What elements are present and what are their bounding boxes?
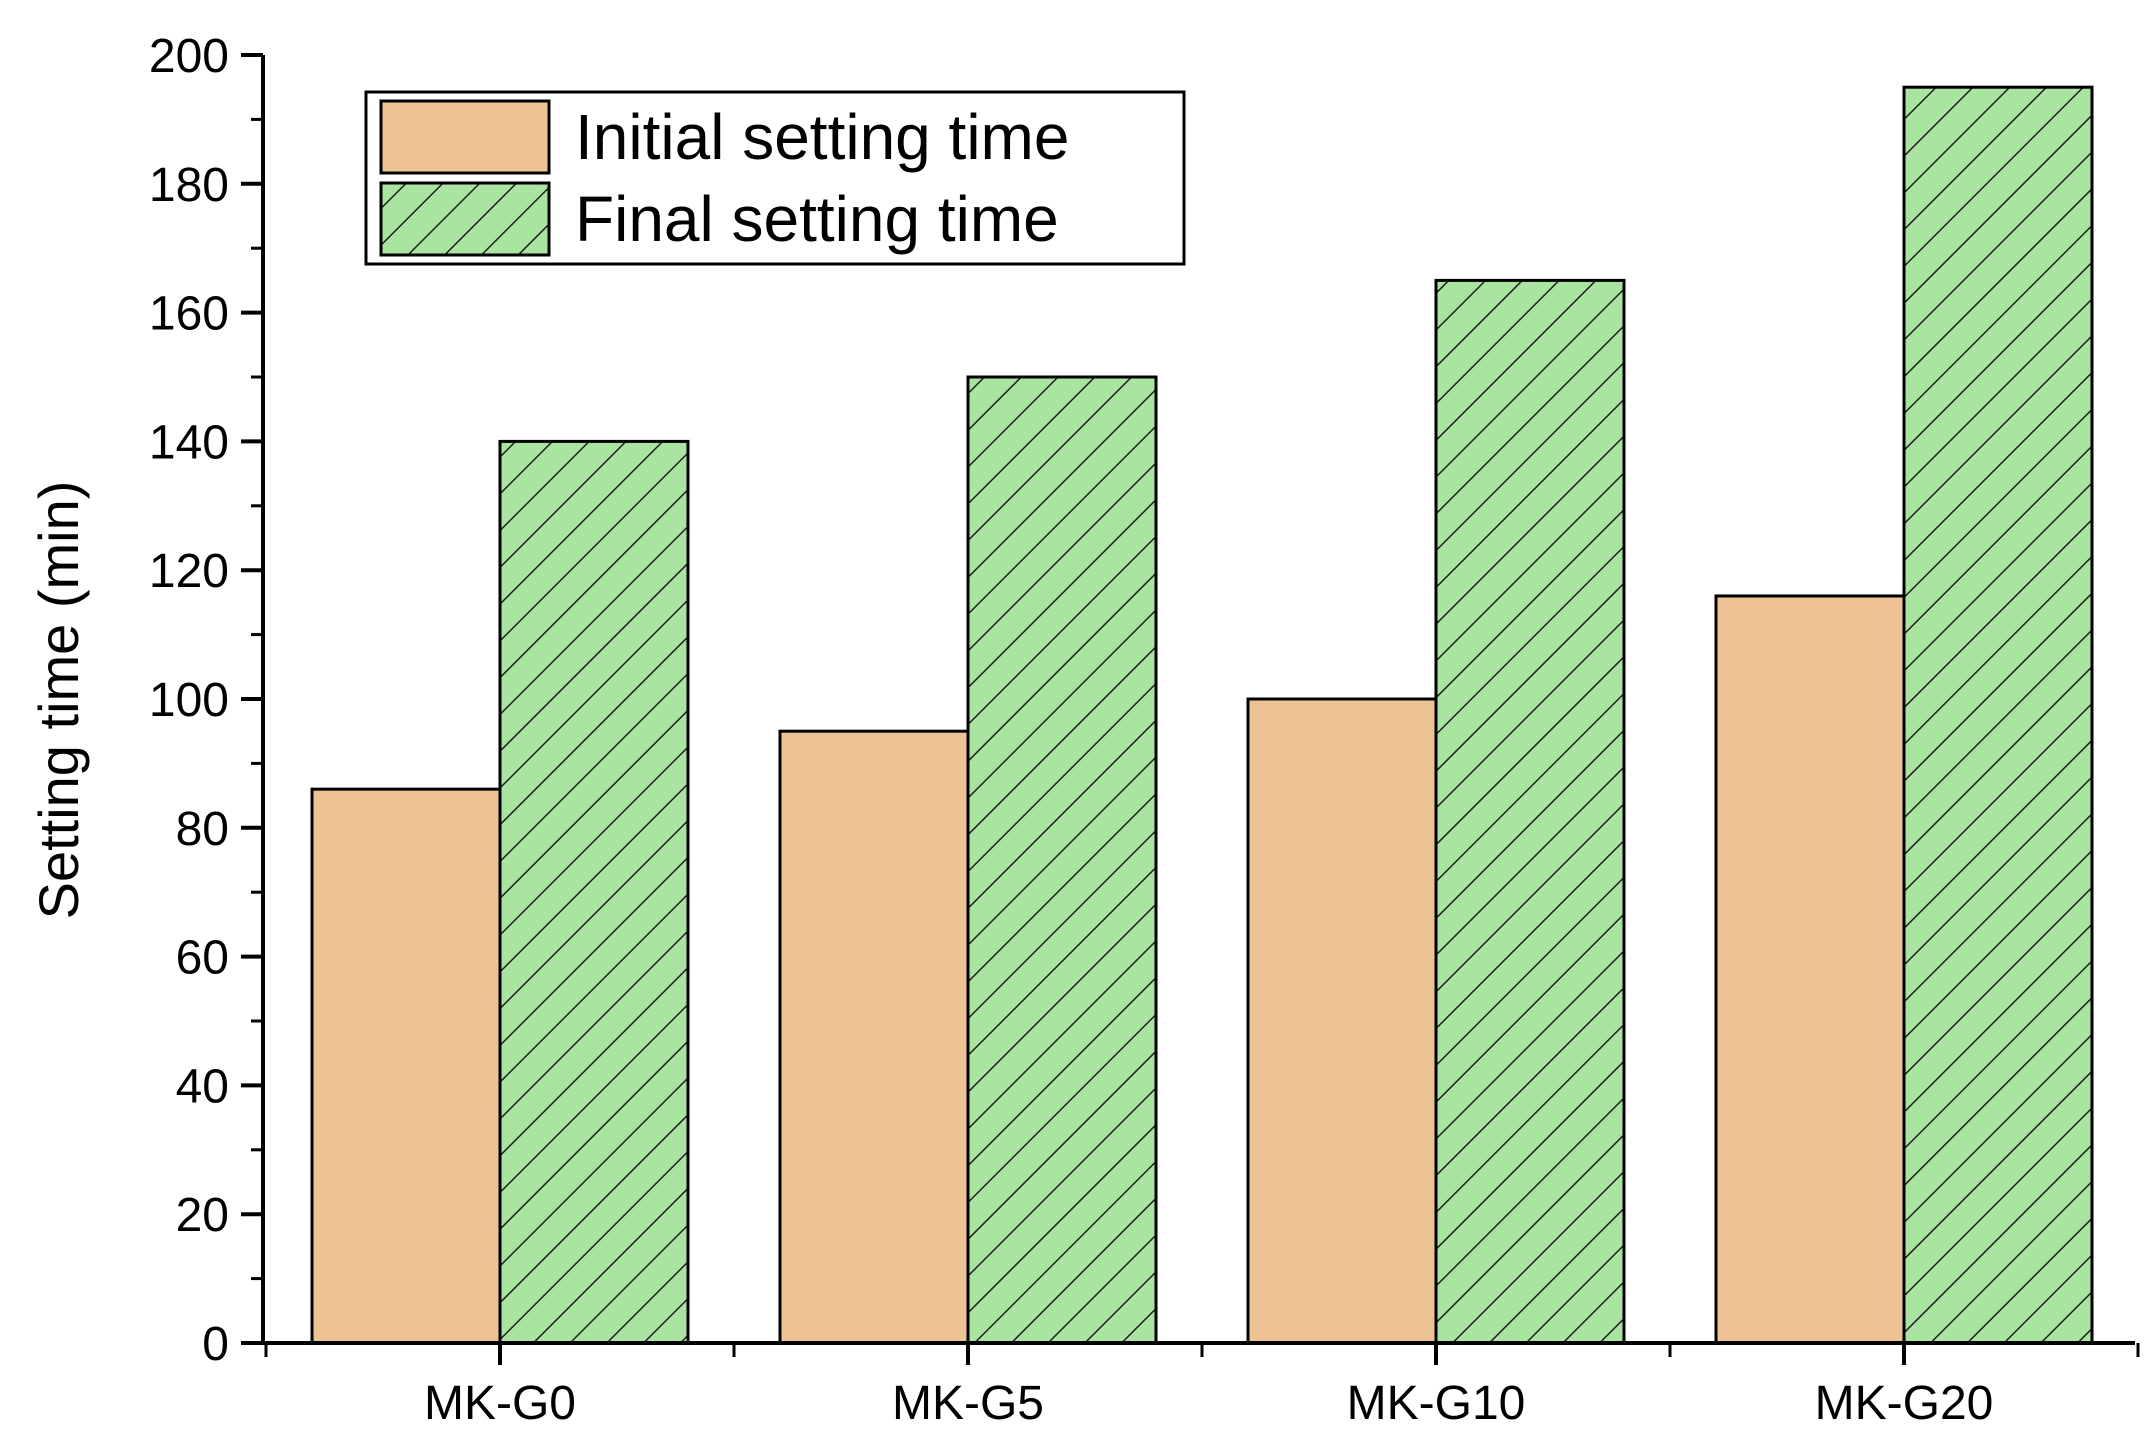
y-tick-label: 180 bbox=[149, 159, 229, 212]
y-axis-title: Setting time (min) bbox=[27, 481, 90, 920]
x-tick-label: MK-G0 bbox=[424, 1377, 576, 1430]
x-tick-label: MK-G10 bbox=[1347, 1377, 1526, 1430]
y-tick-label: 80 bbox=[176, 803, 229, 856]
y-ticks: 0 20 40 60 80 100 120 140 160 180 200 bbox=[149, 30, 263, 1371]
legend-label-initial: Initial setting time bbox=[575, 101, 1069, 173]
y-tick-label: 100 bbox=[149, 674, 229, 727]
y-tick-label: 120 bbox=[149, 545, 229, 598]
x-ticks: MK-G0 MK-G5 MK-G10 MK-G20 bbox=[264, 1343, 2140, 1430]
bar-mk-g10-initial bbox=[1246, 697, 1438, 1345]
y-tick-label: 160 bbox=[149, 288, 229, 341]
y-tick-label: 20 bbox=[176, 1189, 229, 1242]
x-tick-label: MK-G5 bbox=[892, 1377, 1044, 1430]
legend-swatch-initial bbox=[379, 99, 551, 175]
y-tick-label: 40 bbox=[176, 1060, 229, 1113]
y-tick-label: 200 bbox=[149, 30, 229, 83]
legend-label-final: Final setting time bbox=[575, 183, 1059, 255]
bar-mk-g10-final bbox=[1434, 278, 1626, 1345]
y-tick-label: 0 bbox=[202, 1318, 229, 1371]
bars-layer bbox=[310, 85, 2094, 1345]
bar-mk-g5-final bbox=[966, 375, 1158, 1345]
y-tick-label: 140 bbox=[149, 416, 229, 469]
legend: Initial setting time Final setting time bbox=[364, 90, 1186, 266]
bar-mk-g5-initial bbox=[778, 729, 970, 1345]
bar-mk-g0-final bbox=[498, 439, 690, 1345]
bar-mk-g20-final bbox=[1902, 85, 2094, 1345]
legend-swatch-final bbox=[379, 181, 551, 257]
bar-mk-g0-initial bbox=[310, 787, 502, 1345]
x-tick-label: MK-G20 bbox=[1815, 1377, 1994, 1430]
y-tick-label: 60 bbox=[176, 932, 229, 985]
bar-mk-g20-initial bbox=[1714, 594, 1906, 1345]
